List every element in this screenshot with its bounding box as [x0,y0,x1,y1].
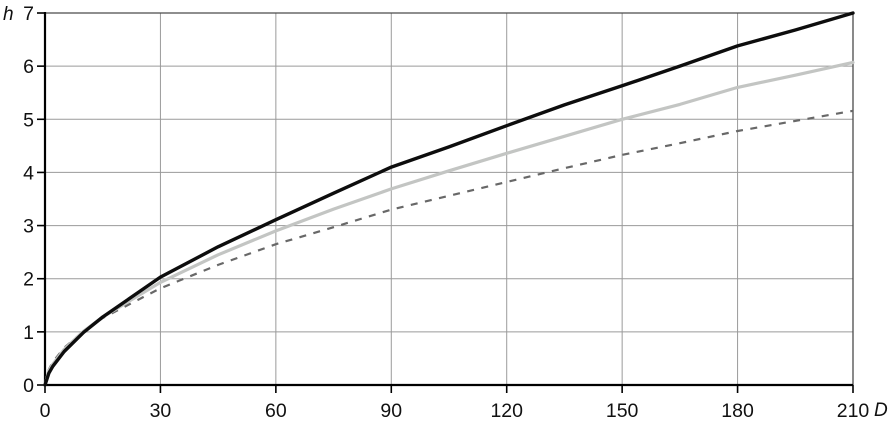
x-tick-label: 60 [265,400,287,422]
y-tick-label: 2 [23,269,34,291]
x-tick-label: 150 [606,400,639,422]
series-middle-solid-lightgray [43,60,855,387]
x-tick-label: 30 [150,400,172,422]
x-tick-label: 90 [380,400,402,422]
x-axis-label: D [874,400,888,421]
series-lower-dashed-gray [43,109,854,386]
y-tick-label: 6 [23,56,34,78]
x-tick-label: 0 [40,400,51,422]
y-tick-label: 4 [23,162,34,184]
y-tick-label: 5 [23,109,34,131]
y-tick-label: 7 [23,3,34,25]
series-upper-solid-black [43,11,855,387]
y-tick-label: 3 [23,216,34,238]
x-tick-label: 120 [490,400,523,422]
x-tick-label: 210 [837,400,870,422]
y-tick-label: 0 [23,375,34,397]
x-tick-label: 180 [721,400,754,422]
y-tick-label: 1 [23,322,34,344]
y-axis-label: h [3,4,14,25]
